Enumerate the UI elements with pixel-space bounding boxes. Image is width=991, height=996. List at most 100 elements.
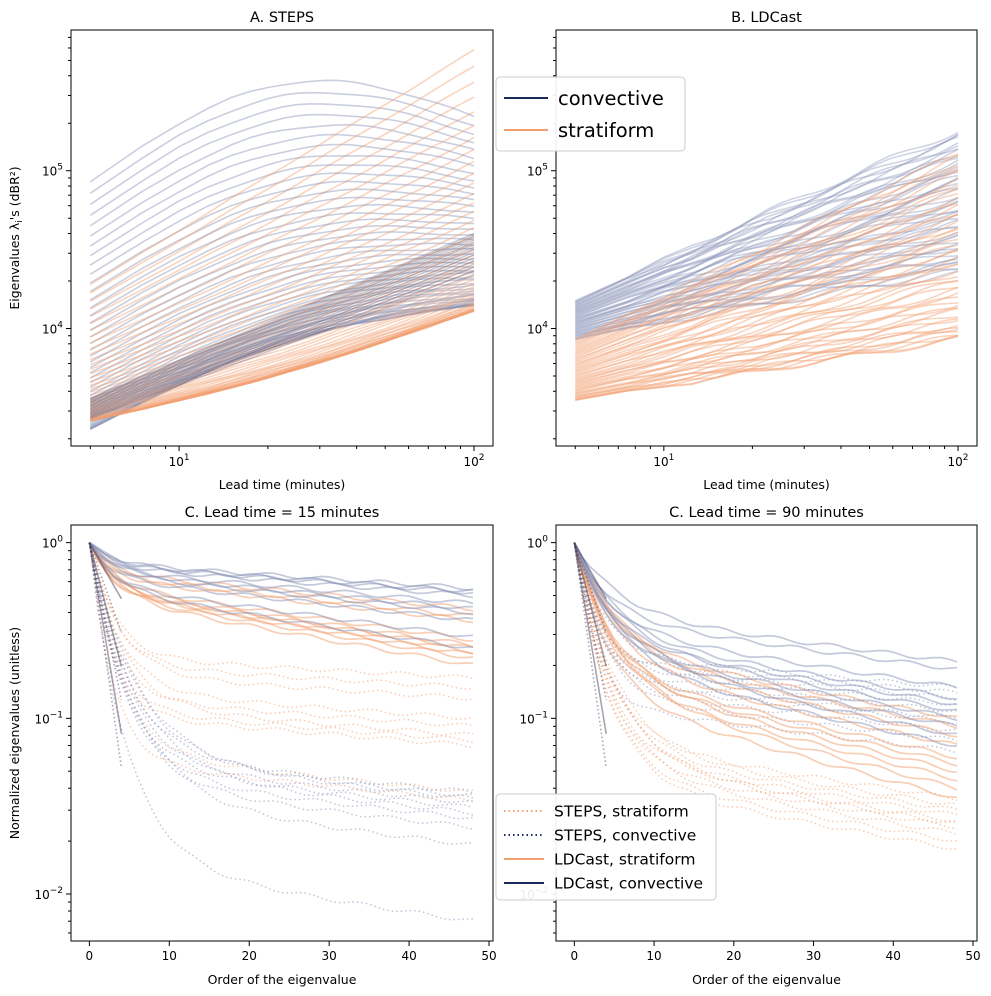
convective-line: [89, 188, 475, 293]
stratiform-line: [90, 289, 475, 412]
origin-line: [88, 542, 123, 600]
convective-line: [89, 304, 475, 430]
x-tick-label: 10: [162, 949, 177, 963]
convective-line: [574, 148, 959, 308]
steps-convective-line: [88, 542, 474, 820]
stratiform-line: [574, 188, 959, 352]
x-tick-label: 102: [463, 453, 484, 469]
convective-line: [575, 255, 959, 335]
convective-line: [575, 248, 959, 333]
stratiform-line: [89, 65, 475, 294]
convective-line: [89, 278, 474, 397]
convective-line: [89, 287, 475, 407]
convective-line: [89, 299, 475, 422]
stratiform-line: [574, 184, 959, 351]
stratiform-line: [575, 316, 959, 394]
convective-line: [575, 231, 959, 329]
stratiform-line: [574, 192, 959, 354]
overlap-line: [90, 260, 475, 414]
stratiform-line: [90, 310, 475, 422]
convective-line: [89, 133, 475, 237]
stratiform-line: [575, 307, 959, 392]
x-tick-label: 0: [86, 949, 94, 963]
overlap-line: [90, 273, 475, 419]
ldcast-convective-line: [88, 541, 474, 591]
stratiform-line: [90, 219, 475, 375]
convective-line: [575, 256, 959, 336]
ldcast-stratiform-line: [88, 542, 474, 656]
convective-line: [89, 172, 475, 275]
convective-line: [89, 224, 474, 331]
axes-frame: [70, 524, 494, 942]
steps-convective-line: [573, 542, 958, 694]
overlap-line: [89, 246, 475, 407]
ldcast-convective-line: [573, 542, 958, 689]
convective-line: [575, 177, 959, 315]
overlap-line: [89, 248, 475, 408]
steps-convective-line: [88, 542, 474, 797]
stratiform-line: [90, 309, 475, 422]
stratiform-line: [575, 334, 959, 400]
x-axis-label: Lead time (minutes): [219, 477, 346, 492]
convective-line: [574, 134, 959, 304]
overlap-line: [89, 234, 475, 401]
convective-line: [89, 103, 475, 206]
convective-line: [89, 304, 475, 430]
steps-stratiform-line: [88, 542, 474, 690]
stratiform-line: [575, 244, 959, 371]
steps-stratiform-line: [88, 542, 474, 680]
stratiform-line: [90, 242, 475, 387]
y-tick-label: 105: [527, 163, 548, 179]
convective-line: [574, 166, 959, 313]
overlap-line: [90, 257, 475, 412]
y-tick-label: 105: [42, 163, 63, 179]
stratiform-line: [575, 328, 959, 398]
stratiform-line: [90, 307, 475, 421]
steps-stratiform-line: [88, 542, 474, 721]
origin-line: [573, 542, 607, 600]
convective-line: [89, 203, 475, 309]
stratiform-line: [90, 274, 475, 404]
stratiform-line: [89, 148, 475, 338]
ldcast-stratiform-line: [88, 542, 474, 624]
steps-stratiform-line: [573, 542, 958, 802]
steps-stratiform-line: [573, 542, 958, 836]
steps-stratiform-line: [573, 542, 958, 810]
legend-box: [495, 793, 717, 901]
convective-line: [89, 123, 475, 227]
convective-line: [89, 212, 475, 317]
stratiform-line: [90, 309, 475, 422]
convective-line: [574, 134, 959, 303]
stratiform-line: [575, 276, 959, 380]
convective-line: [89, 231, 474, 338]
overlap-line: [89, 237, 475, 402]
panel-A: A. STEPS Lead time (minutes) Eigenvalues λ…: [7, 10, 494, 492]
convective-line: [575, 261, 959, 337]
stratiform-line: [90, 254, 475, 393]
stratiform-line: [90, 265, 475, 399]
y-tick-label: 10−1: [34, 710, 63, 726]
stratiform-line: [575, 227, 959, 366]
steps-convective-line: [88, 542, 474, 831]
stratiform-line: [90, 309, 475, 422]
convective-line: [575, 182, 959, 317]
stratiform-line: [90, 306, 475, 420]
stratiform-line: [575, 280, 959, 383]
panel-C90: C. Lead time = 90 minutes Order of the ei…: [519, 505, 980, 987]
convective-line: [89, 196, 475, 301]
x-tick-label: 10: [646, 949, 661, 963]
overlap-line: [89, 232, 475, 400]
stratiform-line: [89, 136, 475, 332]
stratiform-line: [90, 210, 475, 370]
convective-line: [89, 155, 475, 257]
x-axis-label: Order of the eigenvalue: [692, 972, 841, 987]
convective-line: [89, 218, 475, 324]
convective-line: [575, 225, 959, 328]
steps-stratiform-line: [88, 542, 474, 701]
x-axis-label: Lead time (minutes): [703, 477, 830, 492]
steps-convective-line: [88, 542, 474, 845]
panel-title: C. Lead time = 90 minutes: [669, 505, 864, 521]
ldcast-stratiform-line: [573, 542, 958, 774]
convective-line: [575, 242, 959, 333]
panel-B: B. LDCast Lead time (minutes) 101 102 104 105: [527, 10, 978, 492]
